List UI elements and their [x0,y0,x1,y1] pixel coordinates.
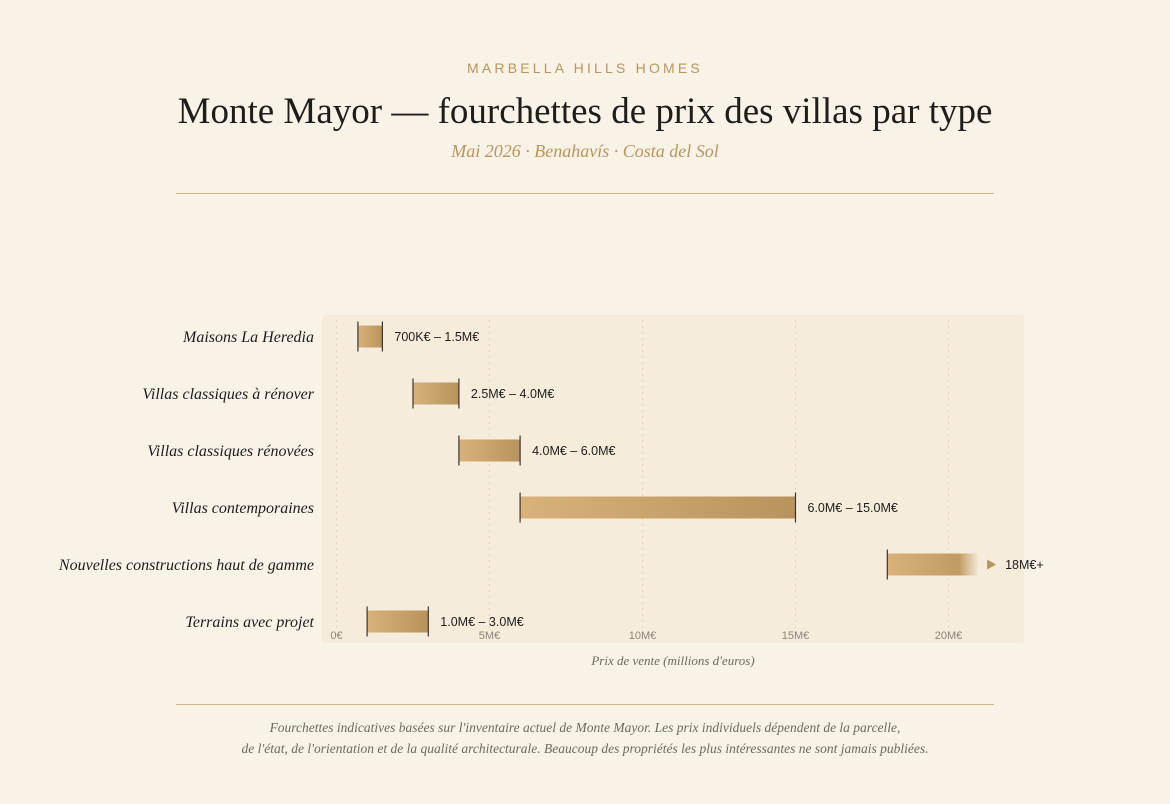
range-value-label: 18M€+ [1005,558,1044,572]
x-tick-label: 10M€ [629,630,657,642]
brand-name: MARBELLA HILLS HOMES [467,60,703,76]
category-label: Nouvelles constructions haut de gamme [58,557,314,574]
category-label: Villas contemporaines [172,500,314,517]
top-divider [176,193,994,194]
x-tick-label: 0€ [330,630,342,642]
footnote-line-1: Fourchettes indicatives basées sur l'inv… [269,720,901,735]
category-label: Villas classiques rénovées [147,443,314,460]
labels: 0€ 5M€ 10M€ 15M€ 20M€ Maisons La Heredia 700K€… [58,329,1044,642]
range-bar [520,496,796,519]
range-bar [413,382,459,405]
range-bar [367,610,429,633]
range-value-label: 6.0M€ – 15.0M€ [808,501,898,515]
range-bar [887,553,980,576]
bottom-divider [176,704,994,705]
plot-panel [322,315,1024,643]
category-label: Villas classiques à rénover [142,386,314,403]
footnote: Fourchettes indicatives basées sur l'inv… [0,717,1170,759]
footnote-line-2: de l'état, de l'orientation et de la qua… [241,741,929,756]
x-tick-label: 5M€ [479,630,500,642]
range-value-label: 1.0M€ – 3.0M€ [440,615,523,629]
bars [357,321,997,637]
range-value-label: 700K€ – 1.5M€ [394,330,479,344]
open-ended-arrow [987,559,997,570]
range-value-label: 4.0M€ – 6.0M€ [532,444,615,458]
category-label: Terrains avec projet [185,614,314,631]
price-range-chart: 0€ 5M€ 10M€ 15M€ 20M€ Maisons La Heredia 700K€… [57,315,1044,668]
page-subtitle: Mai 2026 · Benahavís · Costa del Sol [451,141,719,161]
page-title: Monte Mayor — fourchettes de prix des vi… [177,91,993,132]
range-bar [357,325,383,348]
category-label: Maisons La Heredia [182,329,314,346]
x-tick-label: 20M€ [935,630,963,642]
x-tick-label: 15M€ [782,630,810,642]
range-value-label: 2.5M€ – 4.0M€ [471,387,554,401]
range-bar [458,439,521,462]
x-axis-title: Prix de vente (millions d'euros) [590,653,754,668]
